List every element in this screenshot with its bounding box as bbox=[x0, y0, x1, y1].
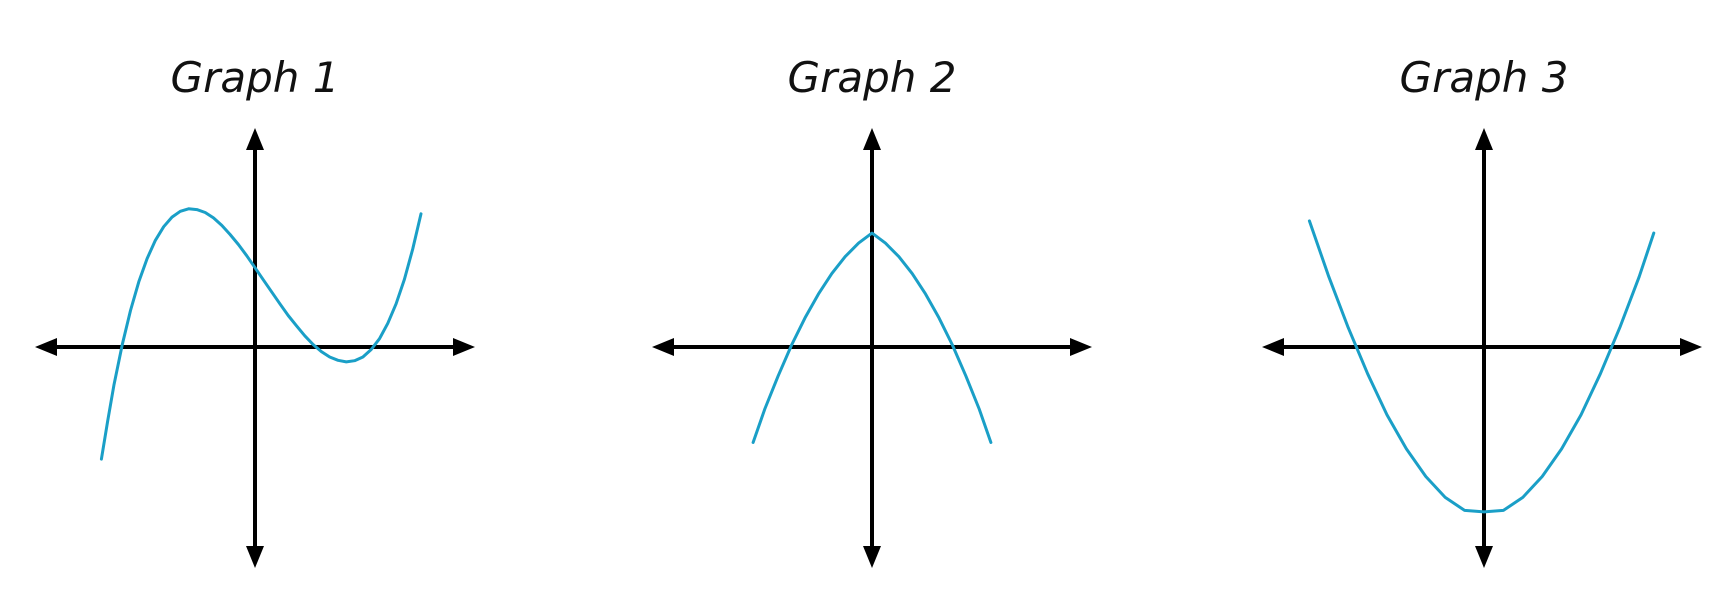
x-axis-left-arrow bbox=[1262, 338, 1284, 356]
y-axis-up-arrow bbox=[246, 128, 264, 150]
graph-3-curve bbox=[1307, 219, 1656, 514]
y-axis-down-arrow bbox=[246, 546, 264, 568]
x-axis-right-arrow bbox=[1070, 338, 1092, 356]
graph-2-panel: Graph 2 bbox=[652, 53, 1092, 568]
x-axis-right-arrow bbox=[453, 338, 475, 356]
y-axis-down-arrow bbox=[863, 546, 881, 568]
graph-1-plot bbox=[35, 128, 475, 568]
y-axis-down-arrow bbox=[1475, 546, 1493, 568]
graph-1-panel: Graph 1 bbox=[35, 53, 475, 568]
x-axis-left-arrow bbox=[652, 338, 674, 356]
graph-3-plot bbox=[1262, 128, 1702, 568]
graph-3-panel: Graph 3 bbox=[1262, 53, 1702, 568]
graph-1-title: Graph 1 bbox=[171, 53, 340, 102]
x-axis-left-arrow bbox=[35, 338, 57, 356]
graph-2-curve bbox=[751, 231, 993, 444]
graph-1-curve bbox=[99, 207, 423, 461]
y-axis-up-arrow bbox=[1475, 128, 1493, 150]
graph-2-title: Graph 2 bbox=[788, 53, 957, 102]
graph-3-title: Graph 3 bbox=[1400, 53, 1569, 102]
x-axis-right-arrow bbox=[1680, 338, 1702, 356]
graph-2-plot bbox=[652, 128, 1092, 568]
y-axis-up-arrow bbox=[863, 128, 881, 150]
